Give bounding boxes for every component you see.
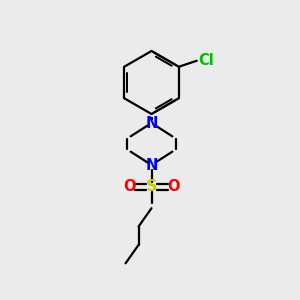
Text: N: N — [145, 116, 158, 130]
Text: N: N — [145, 158, 158, 172]
Text: O: O — [124, 179, 136, 194]
Text: Cl: Cl — [198, 53, 214, 68]
Text: O: O — [167, 179, 179, 194]
Text: S: S — [146, 179, 157, 194]
